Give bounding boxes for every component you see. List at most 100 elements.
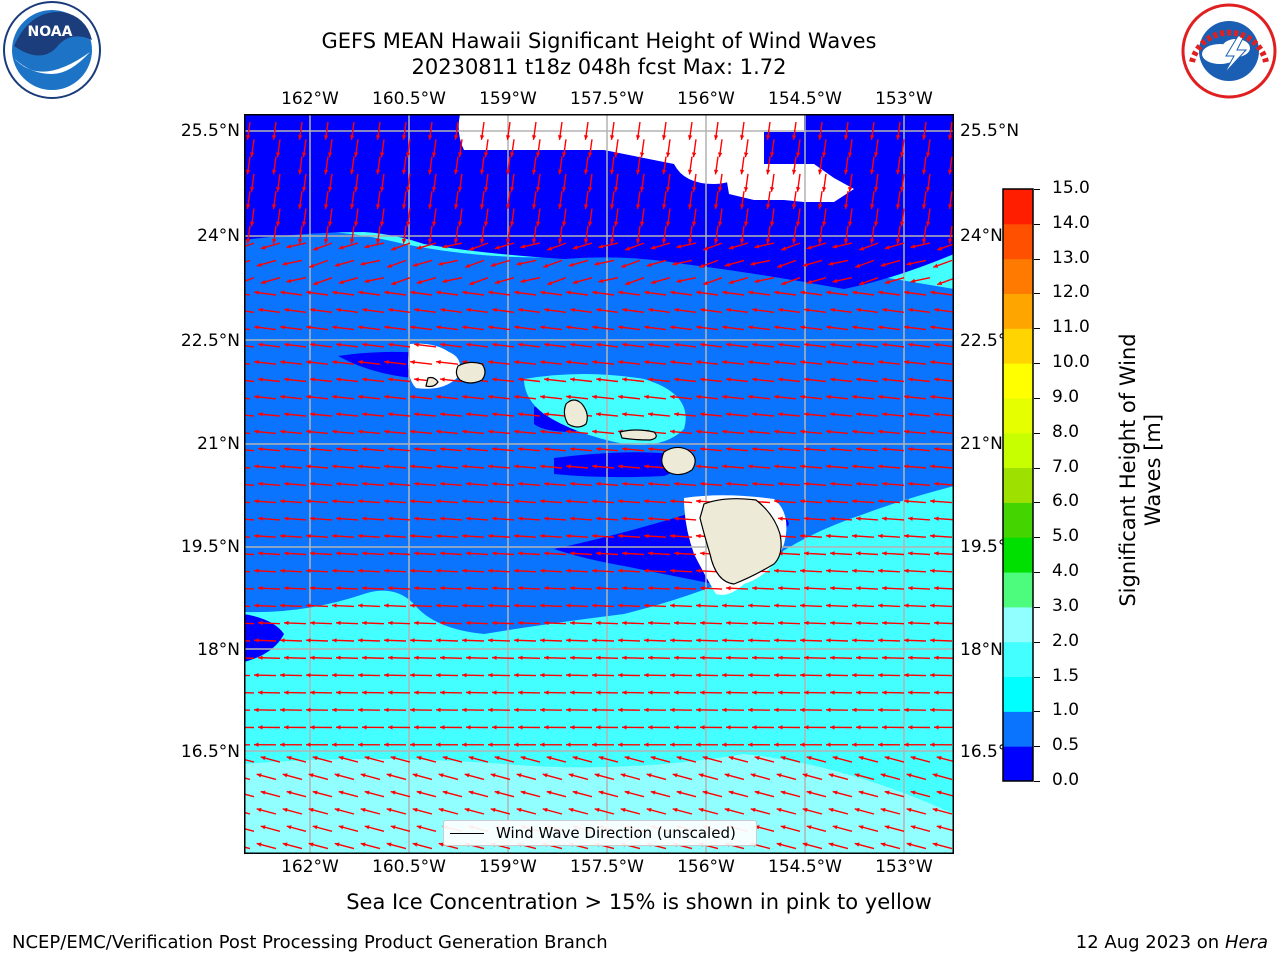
wave-direction-arrowhead	[583, 238, 589, 244]
wave-direction-arrowhead	[858, 790, 864, 795]
wave-direction-arrowhead	[622, 620, 627, 626]
wave-direction-arrowhead	[388, 690, 393, 695]
wave-direction-arrowhead	[674, 307, 679, 313]
wave-direction-arrowhead	[592, 603, 597, 608]
wave-direction-arrowhead	[358, 707, 363, 713]
wave-direction-arrowhead	[854, 807, 860, 813]
colorbar-segment	[1003, 189, 1033, 225]
wave-direction-arrowhead	[364, 278, 370, 284]
wave-direction-arrowhead	[910, 790, 916, 795]
wave-direction-arrowhead	[245, 135, 251, 140]
wave-direction-arrowhead	[828, 261, 834, 266]
wave-direction-arrowhead	[334, 773, 340, 778]
wave-direction-arrowhead	[598, 278, 604, 284]
wave-direction-arrow	[244, 397, 251, 400]
wave-direction-arrowhead	[570, 690, 575, 695]
wave-direction-arrowhead	[778, 655, 783, 660]
wave-direction-arrowhead	[843, 135, 849, 140]
wave-direction-arrowhead	[412, 262, 418, 267]
wave-direction-arrowhead	[717, 221, 723, 227]
wave-direction-arrowhead	[540, 360, 545, 365]
wave-direction-arrow	[244, 605, 251, 608]
wave-direction-arrowhead	[258, 342, 263, 347]
wave-direction-arrowhead	[858, 825, 864, 830]
wave-direction-arrowhead	[904, 672, 909, 678]
wave-direction-arrowhead	[873, 221, 879, 227]
wave-direction-arrowhead	[566, 638, 571, 643]
wave-direction-arrowhead	[297, 135, 303, 140]
colorbar-label-line2: Waves [m]	[1141, 413, 1165, 527]
maui-island	[661, 446, 696, 476]
wave-direction-arrowhead	[878, 290, 883, 295]
wave-direction-arrowhead	[544, 377, 549, 382]
wave-direction-arrowhead	[260, 825, 266, 830]
wave-direction-arrowhead	[492, 620, 497, 626]
wave-direction-arrowhead	[358, 429, 363, 434]
wave-direction-arrowhead	[518, 725, 523, 730]
wave-direction-arrowhead	[843, 204, 849, 210]
wave-direction-arrowhead	[826, 360, 831, 365]
wave-direction-arrowhead	[906, 807, 912, 813]
wave-direction-arrowhead	[592, 672, 597, 678]
wave-direction-arrowhead	[618, 499, 623, 504]
footer-date: 12 Aug 2023 on Hera	[1076, 932, 1268, 953]
wave-direction-arrowhead	[752, 412, 757, 417]
wave-direction-arrowhead	[884, 245, 890, 250]
colorbar-tick-label: 3.0	[1052, 595, 1080, 616]
wave-direction-arrow	[244, 414, 255, 417]
wave-direction-arrowhead	[427, 238, 433, 244]
wave-direction-arrowhead	[800, 603, 805, 608]
wave-direction-arrowhead	[462, 707, 467, 713]
wave-direction-arrowhead	[670, 394, 675, 400]
wave-direction-arrowhead	[286, 278, 292, 284]
wave-direction-arrowhead	[566, 603, 571, 608]
wave-direction-arrow	[244, 379, 255, 383]
wave-direction-arrow	[244, 501, 251, 504]
wave-direction-arrowhead	[592, 568, 597, 573]
wave-direction-arrowhead	[726, 725, 731, 730]
wave-direction-arrowhead	[258, 725, 263, 730]
wave-direction-arrowhead	[672, 807, 678, 813]
wave-direction-arrowhead	[427, 169, 433, 175]
wave-direction-arrowhead	[466, 516, 471, 521]
wave-direction-arrowhead	[791, 135, 797, 140]
wave-direction-arrowhead	[492, 307, 497, 313]
wave-direction-arrow	[244, 846, 251, 850]
footer-date-text: 12 Aug 2023 on	[1075, 932, 1220, 953]
wave-direction-arrowhead	[254, 360, 259, 365]
wave-direction-arrowhead	[483, 186, 489, 192]
wave-direction-arrowhead	[516, 773, 522, 778]
wave-direction-arrowhead	[514, 672, 519, 678]
wave-direction-arrowhead	[258, 690, 263, 695]
wave-direction-arrowhead	[661, 135, 667, 140]
wave-direction-arrowhead	[336, 412, 341, 417]
wave-direction-arrowhead	[778, 307, 783, 313]
wave-direction-arrowhead	[665, 186, 671, 192]
wave-direction-arrowhead	[436, 568, 441, 573]
colorbar-tick-mark	[1034, 328, 1040, 330]
wave-direction-arrowhead	[910, 278, 916, 284]
wave-direction-arrowhead	[282, 261, 288, 266]
wave-direction-arrowhead	[674, 481, 679, 487]
wave-direction-arrowhead	[466, 412, 471, 417]
wave-direction-arrowhead	[910, 244, 916, 249]
wave-direction-arrowhead	[254, 533, 259, 539]
wave-direction-arrowhead	[286, 755, 292, 761]
wave-direction-arrowhead	[726, 690, 731, 695]
wave-band-0-0	[244, 114, 954, 289]
wave-direction-arrowhead	[696, 464, 701, 469]
wave-direction-arrowhead	[832, 825, 838, 830]
lon-label-top: 156°W	[677, 89, 735, 109]
wave-direction-arrowhead	[748, 638, 753, 643]
wave-direction-arrowhead	[804, 586, 809, 591]
wave-direction-arrowhead	[713, 238, 719, 244]
wave-direction-arrowhead	[804, 690, 809, 695]
wave-direction-arrowhead	[466, 620, 471, 626]
wave-direction-arrowhead	[665, 221, 671, 227]
wave-direction-arrowhead	[830, 446, 835, 452]
wave-direction-arrowhead	[414, 586, 419, 591]
wave-direction-arrowhead	[436, 429, 441, 434]
wave-direction-arrowhead	[748, 707, 753, 713]
wave-direction-arrowhead	[908, 307, 913, 313]
wave-direction-arrowhead	[323, 204, 329, 210]
